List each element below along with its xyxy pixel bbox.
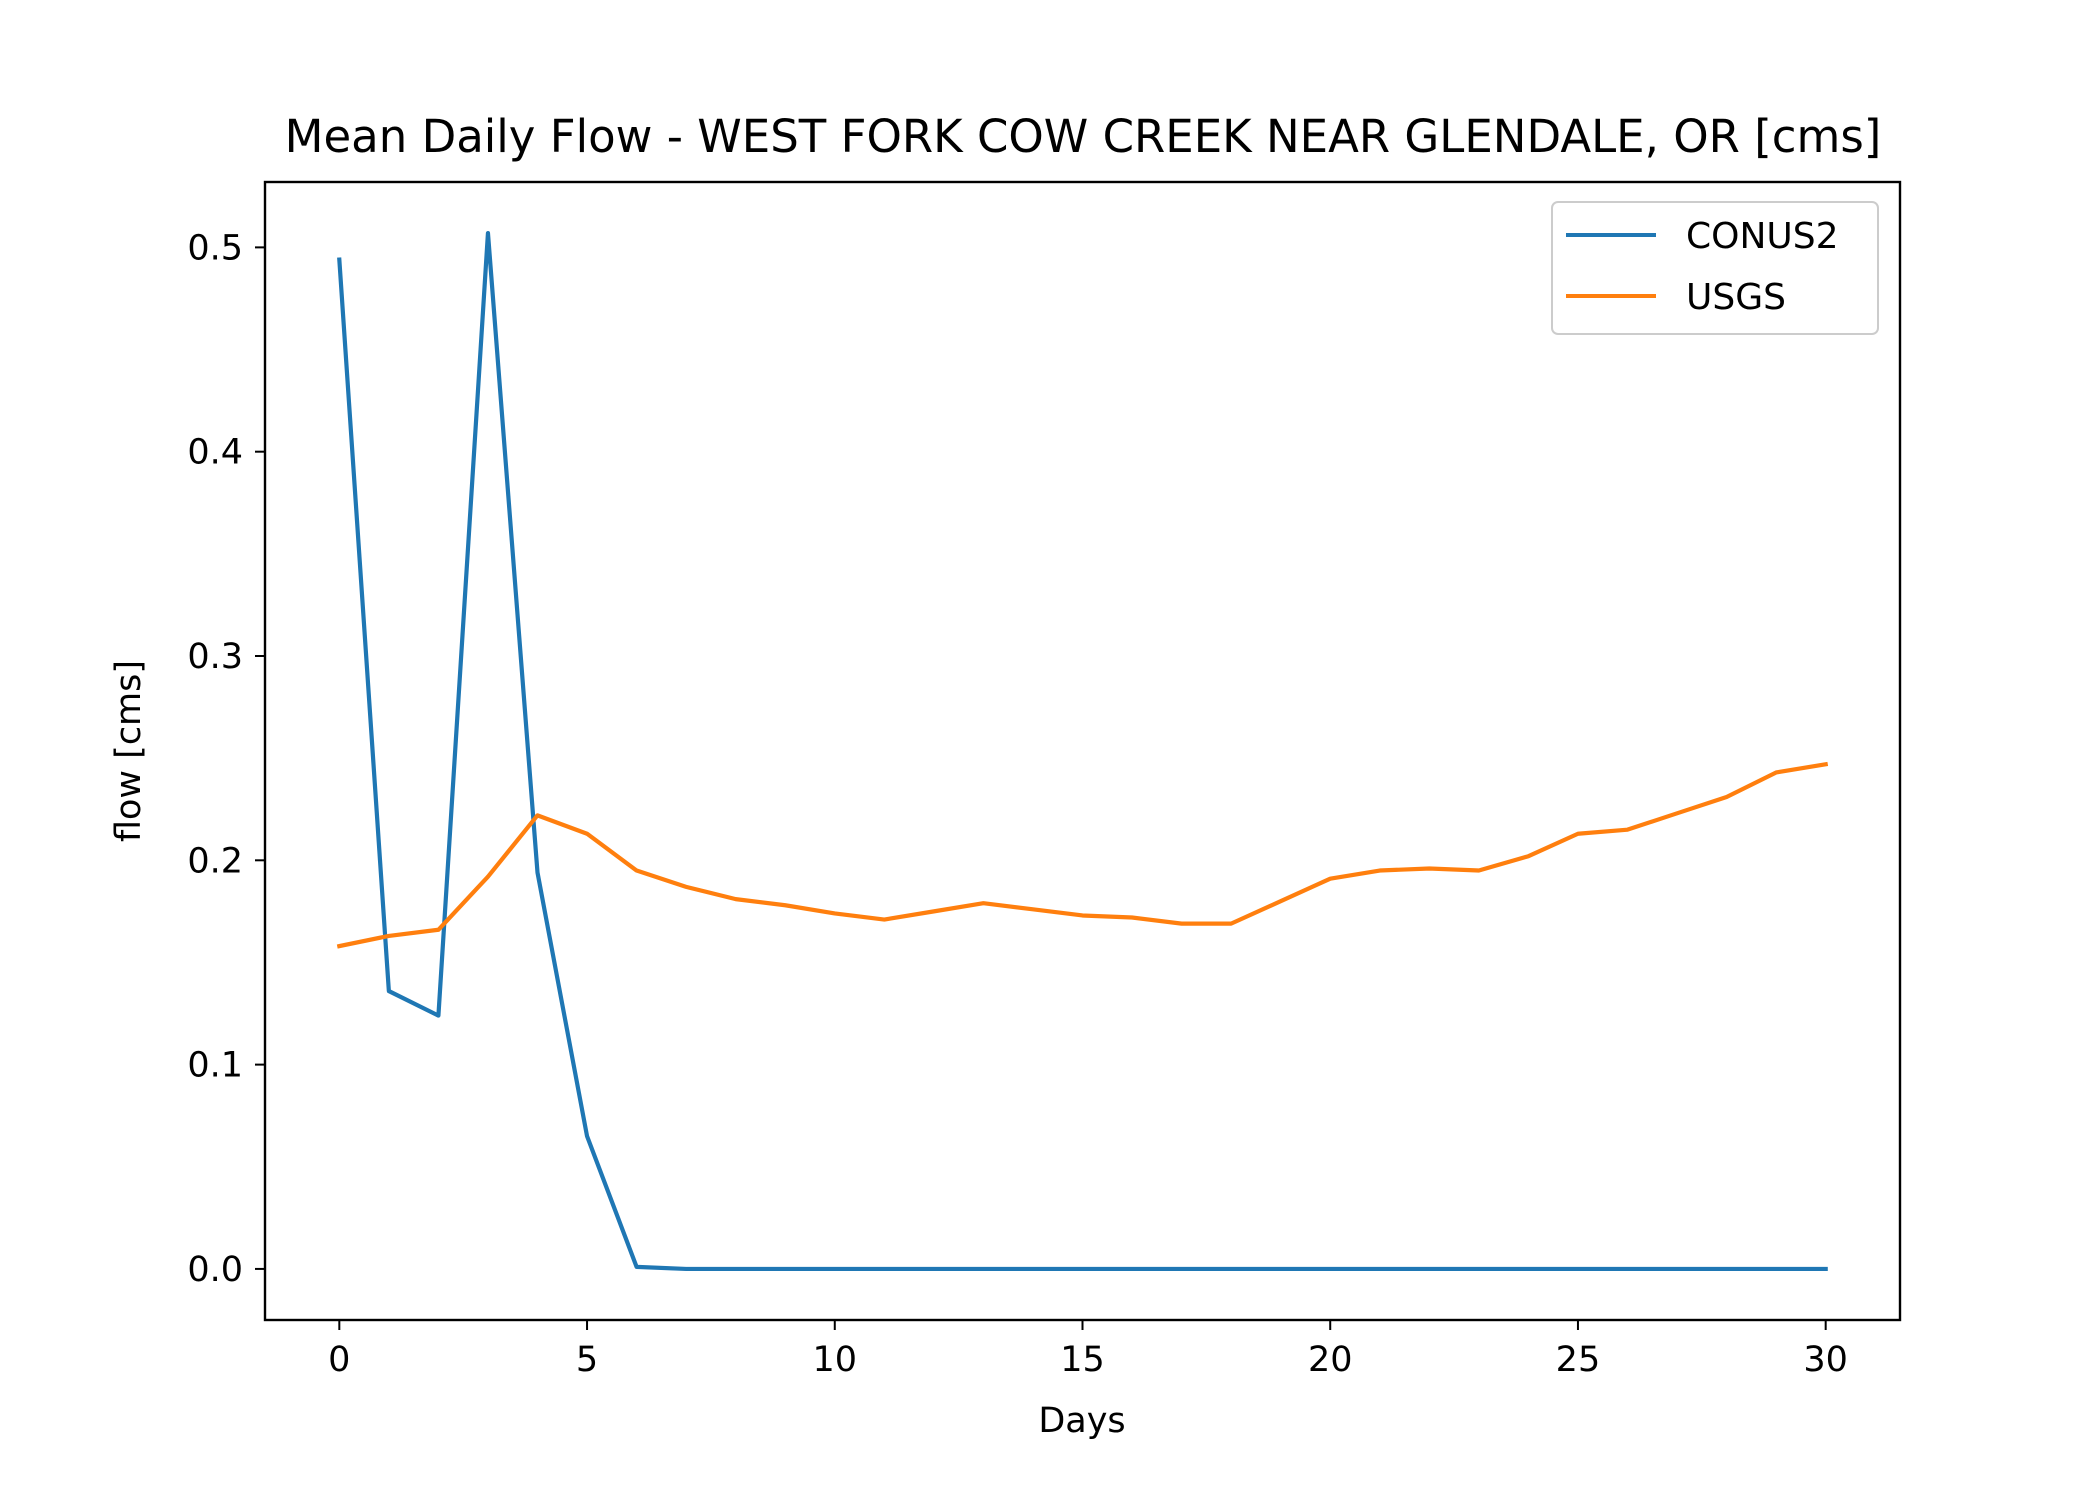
y-tick-label: 0.1 [187,1046,243,1086]
y-tick-label: 0.4 [187,433,243,473]
x-tick-label: 30 [1803,1340,1848,1380]
series-line-usgs [336,761,1829,949]
x-axis-ticks: 0 5 10 15 20 25 30 [328,1320,1848,1380]
series-layer [336,230,1829,1272]
x-tick-label: 25 [1556,1340,1601,1380]
x-tick-label: 10 [812,1340,857,1380]
y-tick-label: 0.2 [187,841,243,881]
legend: CONUS2 USGS [1551,201,1879,335]
legend-label-usgs: USGS [1686,277,1786,318]
y-tick-label: 0.0 [187,1250,243,1290]
x-tick-label: 5 [576,1340,598,1380]
y-axis-ticks: 0.0 0.1 0.2 0.3 0.4 0.5 [187,228,265,1290]
x-tick-label: 0 [328,1340,350,1380]
x-tick-label: 15 [1060,1340,1105,1380]
y-tick-label: 0.5 [187,228,243,268]
x-tick-label: 20 [1308,1340,1353,1380]
y-axis-label: flow [cms] [109,660,149,842]
chart-title: Mean Daily Flow - WEST FORK COW CREEK NE… [285,110,1882,163]
legend-label-conus2: CONUS2 [1686,216,1839,257]
x-axis-label: Days [1038,1401,1125,1441]
series-line-conus2 [337,230,1828,1272]
y-tick-label: 0.3 [187,637,243,677]
